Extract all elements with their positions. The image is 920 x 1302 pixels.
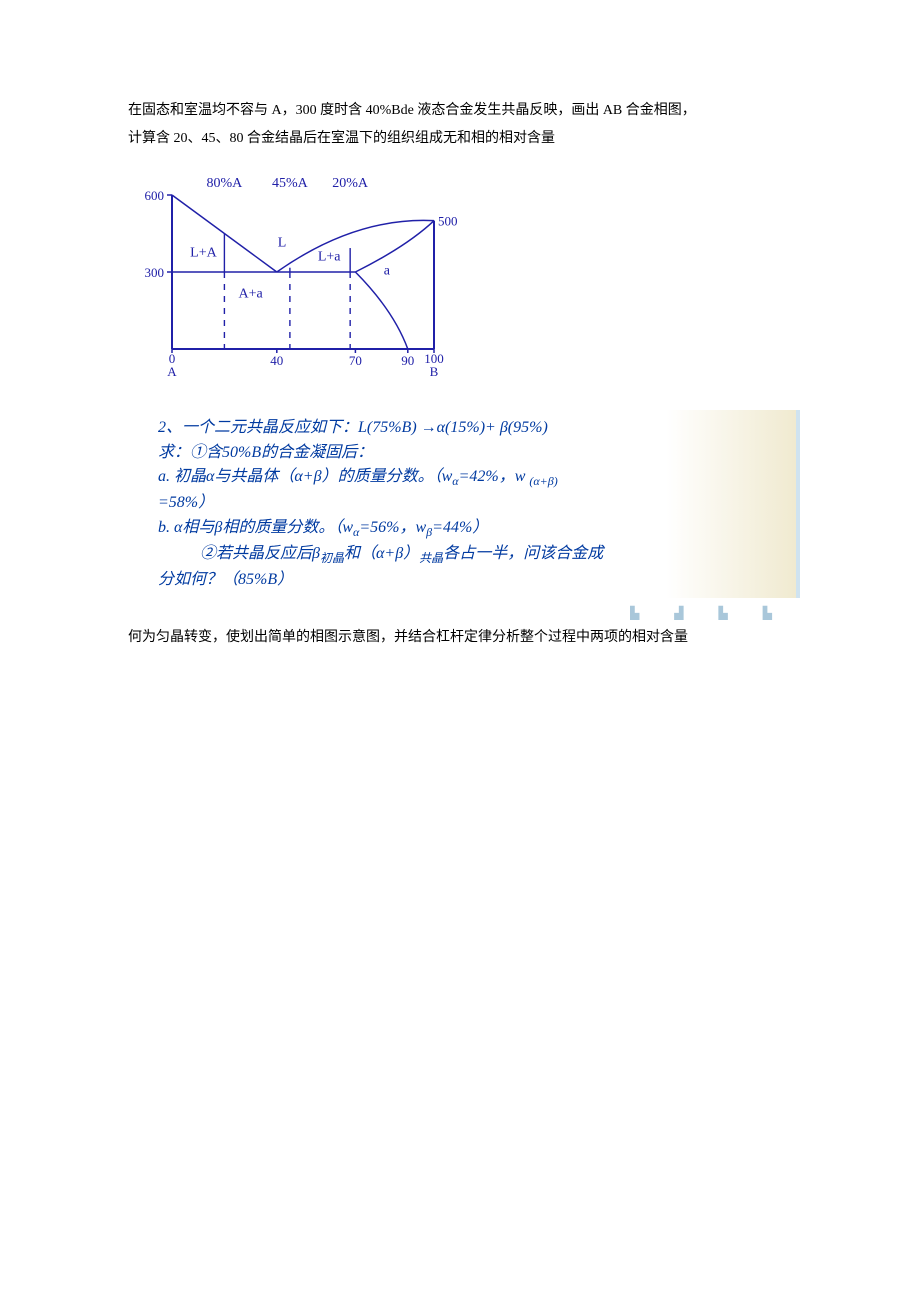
q2-l6-sub1: 初晶 (320, 551, 344, 565)
q2-l5-end: =44%） (432, 519, 488, 536)
q2-line-1: 2、一个二元共晶反应如下：L(75%B) →α(15%)+ β(95%) (158, 416, 790, 441)
q2-line-5: b. α相与β相的质量分数。（wα=56%，wβ=44%） (158, 516, 790, 542)
q2-line-2: 求：①含50%B的合金凝固后： (158, 441, 790, 466)
svg-text:80%A: 80%A (207, 176, 244, 191)
q2-l6-a: ②若共晶反应后β (200, 545, 320, 562)
q2-l3-mid: =42%，w (459, 468, 530, 485)
svg-text:20%A: 20%A (332, 176, 369, 191)
q2-l6-end: 各占一半，问该合金成 (443, 545, 603, 562)
q2-line-6: ②若共晶反应后β初晶和（α+β）共晶各占一半，问该合金成 (158, 542, 790, 568)
svg-text:L+a: L+a (318, 249, 341, 264)
footer-marks: ▙ ▟ ▙ ▙ (128, 606, 788, 621)
svg-text:A+a: A+a (238, 286, 263, 301)
svg-text:70: 70 (349, 353, 362, 368)
page: 在固态和室温均不容与 A，300 度时含 40%Bde 液态合金发生共晶反映，画… (0, 0, 920, 696)
svg-text:45%A: 45%A (272, 176, 309, 191)
question-2-block: 2、一个二元共晶反应如下：L(75%B) →α(15%)+ β(95%) 求：①… (148, 410, 800, 599)
q2-l3-sub2: (α+β) (529, 475, 557, 489)
svg-text:B: B (430, 364, 439, 379)
q2-line-3: a. 初晶α与共晶体（α+β）的质量分数。（wα=42%，w (α+β) (158, 465, 790, 491)
intro-line-2: 计算含 20、45、80 合金结晶后在室温下的组织组成无和相的相对含量 (128, 128, 800, 150)
svg-text:L+A: L+A (190, 245, 217, 260)
svg-text:40: 40 (270, 353, 283, 368)
svg-text:A: A (167, 364, 177, 379)
q2-l6-mid: 和（α+β） (344, 545, 419, 562)
q2-line-7: 分如何？（85%B） (158, 568, 790, 593)
svg-text:500: 500 (438, 213, 458, 228)
svg-text:a: a (384, 263, 391, 278)
svg-text:90: 90 (401, 353, 414, 368)
closing-line: 何为匀晶转变，使划出简单的相图示意图，并结合杠杆定律分析整个过程中两项的相对含量 (128, 627, 800, 649)
q2-l5-a: b. α相与β相的质量分数。（w (158, 519, 353, 536)
intro-line-1: 在固态和室温均不容与 A，300 度时含 40%Bde 液态合金发生共晶反映，画… (128, 100, 800, 122)
q2-l5-mid: =56%，w (359, 519, 426, 536)
q2-l3-a: a. 初晶α与共晶体（α+β）的质量分数。（w (158, 468, 452, 485)
q2-l6-sub2: 共晶 (419, 551, 443, 565)
svg-text:300: 300 (145, 265, 165, 280)
svg-text:600: 600 (145, 188, 165, 203)
phase-diagram: 3006004070900A100B80%A45%A20%A500L+ALL+a… (128, 169, 800, 386)
q2-line-4: =58%） (158, 491, 790, 516)
svg-text:L: L (278, 235, 287, 250)
phase-diagram-svg: 3006004070900A100B80%A45%A20%A500L+ALL+a… (128, 169, 468, 381)
